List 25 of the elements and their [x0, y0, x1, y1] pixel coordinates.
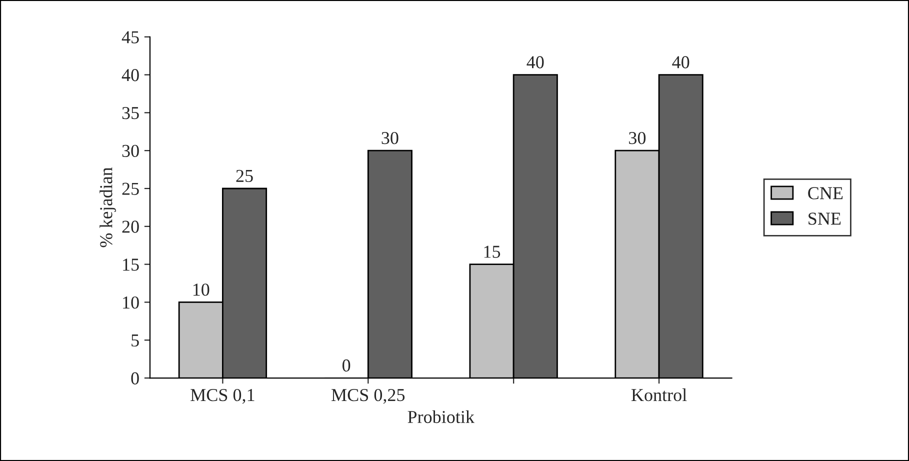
y-tick-label: 20 [122, 220, 139, 233]
y-tick-label: 25 [122, 182, 139, 195]
data-label: 15 [484, 246, 500, 258]
y-tick-label: 15 [123, 258, 139, 271]
data-label: 30 [382, 132, 398, 144]
x-axis-title: Probiotik [408, 410, 474, 424]
y-tick-label: 40 [122, 69, 139, 82]
x-tick-label: MCS 0,25 [332, 388, 405, 404]
legend-label: CNE [808, 187, 843, 200]
y-tick-label: 0 [131, 372, 139, 384]
x-tick-label: MCS 0,1 [190, 388, 254, 404]
data-label: 10 [193, 284, 210, 296]
data-label: 40 [526, 56, 544, 68]
x-tick-label: Kontrol [631, 388, 687, 402]
data-label: 25 [236, 170, 253, 182]
y-tick-label: 30 [122, 144, 139, 158]
y-tick-label: 5 [132, 334, 139, 347]
data-label: 40 [672, 56, 690, 68]
y-tick-label: 45 [122, 31, 139, 44]
legend-label: SNE [808, 212, 841, 225]
y-axis-title: % kejadian [100, 167, 116, 248]
data-label: 0 [342, 359, 350, 372]
y-tick-label: 35 [122, 106, 139, 120]
y-tick-label: 10 [123, 296, 139, 309]
data-label: 30 [629, 132, 646, 144]
